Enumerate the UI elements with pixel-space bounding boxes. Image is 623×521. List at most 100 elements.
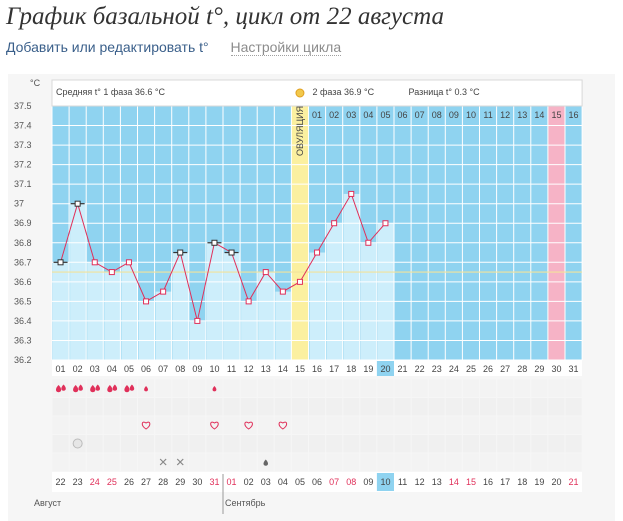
symptom-cell [189, 398, 206, 416]
symptom-cell [155, 435, 172, 453]
symptom-cell [120, 416, 137, 434]
add-temperature-link[interactable]: Добавить или редактировать t° [6, 39, 209, 55]
phase2-day-label: 11 [483, 110, 492, 120]
cycle-day-label: 22 [415, 364, 425, 374]
symptom-cell [343, 453, 360, 471]
phase2-day-label: 06 [398, 110, 408, 120]
symptom-cell [445, 453, 462, 471]
symptom-cell [309, 379, 326, 397]
symptom-cell [172, 398, 189, 416]
temperature-point [365, 239, 372, 246]
menstruation-drop-icon [124, 385, 130, 393]
month-august: Август [34, 498, 61, 508]
cycle-day-label: 02 [73, 364, 83, 374]
symptom-cell [103, 416, 120, 434]
cycle-settings-link[interactable]: Настройки цикла [230, 39, 342, 56]
symptom-cell [52, 453, 69, 471]
symptom-cell [274, 398, 291, 416]
cycle-day-label: 29 [534, 364, 544, 374]
symptom-cell [155, 416, 172, 434]
symptom-cell [480, 398, 497, 416]
symptom-cell [274, 435, 291, 453]
symptom-cell [309, 416, 326, 434]
today-date-highlight [376, 473, 394, 491]
temperature-bar [121, 262, 138, 360]
temperature-bar [224, 252, 241, 360]
date-label: 02 [244, 477, 254, 487]
symptom-cell [531, 435, 548, 453]
y-tick-label: 37.5 [14, 101, 32, 111]
symptom-cell [497, 416, 514, 434]
y-tick-label: 36.5 [14, 296, 32, 306]
symptom-cell [326, 453, 343, 471]
symptom-cell [548, 379, 565, 397]
date-label: 19 [534, 477, 544, 487]
symptom-cell [291, 416, 308, 434]
date-label: 09 [363, 477, 373, 487]
symptom-cell [120, 435, 137, 453]
phase2-day-label: 16 [569, 110, 579, 120]
date-label: 11 [398, 477, 407, 487]
symptom-cell [394, 416, 411, 434]
symptom-cell [548, 416, 565, 434]
temperature-bar [326, 223, 343, 360]
symptom-cell [565, 398, 582, 416]
temperature-bar [275, 291, 292, 360]
heart-icon [210, 421, 219, 430]
date-label: 18 [517, 477, 527, 487]
symptom-cell [428, 416, 445, 434]
symptom-cell [462, 398, 479, 416]
symptom-cell [497, 453, 514, 471]
symptom-cell [343, 398, 360, 416]
date-label: 07 [329, 477, 339, 487]
date-label: 14 [449, 477, 459, 487]
symptom-cell [565, 379, 582, 397]
temperature-point [143, 298, 150, 305]
y-tick-label: 36.2 [14, 355, 32, 365]
y-tick-label: 36.3 [14, 335, 32, 345]
date-label: 25 [107, 477, 117, 487]
symptom-cell [411, 379, 428, 397]
date-label: 24 [90, 477, 100, 487]
temperature-point [91, 259, 98, 266]
temperature-point [245, 298, 252, 305]
phase2-average: 2 фаза 36.9 °C [313, 87, 375, 97]
cycle-day-label: 12 [244, 364, 254, 374]
symptom-cell [189, 453, 206, 471]
date-label: 27 [141, 477, 151, 487]
symptom-cell [428, 453, 445, 471]
phase2-day-label: 07 [415, 110, 425, 120]
y-tick-label: 36.7 [14, 257, 32, 267]
predicted-menstruation-column [547, 106, 565, 360]
symptom-cell [138, 398, 155, 416]
temperature-bar [155, 291, 172, 360]
symptom-cell [223, 416, 240, 434]
symptom-cell [274, 416, 291, 434]
symptom-cell [172, 416, 189, 434]
cycle-day-label: 17 [329, 364, 339, 374]
y-tick-label: 36.9 [14, 218, 32, 228]
cycle-day-label: 13 [261, 364, 271, 374]
symptom-cell [257, 435, 274, 453]
symptom-cell [548, 398, 565, 416]
symptom-cell [189, 435, 206, 453]
symptom-cell [86, 453, 103, 471]
temperature-point [74, 200, 81, 207]
cycle-day-label: 11 [227, 364, 236, 374]
cycle-day-label: 24 [449, 364, 459, 374]
date-label: 28 [158, 477, 168, 487]
temperature-point [331, 220, 338, 227]
symptom-cell [223, 398, 240, 416]
symptom-cell [565, 416, 582, 434]
date-label: 15 [466, 477, 476, 487]
cross-icon [159, 458, 167, 466]
symptom-cell [52, 416, 69, 434]
symptom-cell [172, 379, 189, 397]
phase2-day-label: 05 [380, 110, 390, 120]
cycle-day-label: 08 [175, 364, 185, 374]
date-label: 05 [295, 477, 305, 487]
date-label: 22 [56, 477, 66, 487]
symptom-cell [240, 398, 257, 416]
phase2-day-label: 14 [534, 110, 544, 120]
discharge-icon [72, 438, 83, 449]
